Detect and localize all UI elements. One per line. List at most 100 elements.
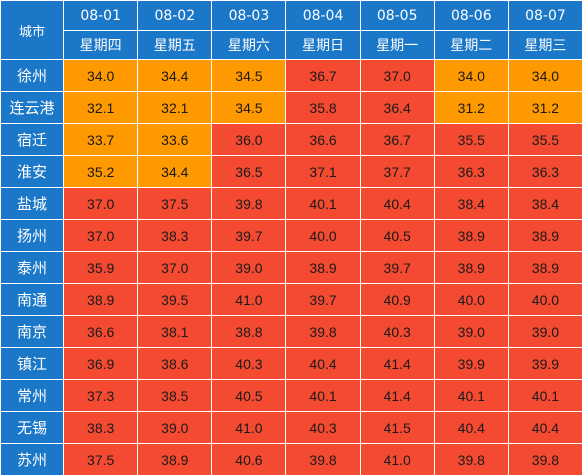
- temperature-cell: 33.7: [63, 123, 139, 156]
- table-header: 城市 08-01 08-02 08-03 08-04 08-05 08-06 0…: [0, 0, 583, 60]
- table-row: 无锡 38.3 39.0 41.0 40.3 41.5 40.4 40.4: [0, 411, 583, 444]
- temperature-cell: 34.4: [137, 59, 213, 92]
- table-row: 泰州 35.9 37.0 39.0 38.9 39.7 38.9 38.9: [0, 251, 583, 284]
- temperature-cell: 36.0: [211, 123, 287, 156]
- temperature-cell: 40.1: [433, 379, 509, 412]
- temperature-cell: 40.3: [285, 411, 361, 444]
- temperature-cell: 35.9: [63, 251, 139, 284]
- date-header: 08-07: [507, 0, 583, 31]
- table-row: 镇江 36.9 38.6 40.3 40.4 41.4 39.9 39.9: [0, 347, 583, 380]
- table-row: 徐州 34.0 34.4 34.5 36.7 37.0 34.0 34.0: [0, 59, 583, 92]
- temperature-cell: 34.0: [433, 59, 509, 92]
- temperature-cell: 31.2: [507, 91, 583, 124]
- temperature-cell: 35.8: [285, 91, 361, 124]
- temperature-cell: 40.3: [211, 347, 287, 380]
- temperature-cell: 37.0: [63, 187, 139, 220]
- temperature-cell: 40.5: [359, 219, 435, 252]
- temperature-cell: 41.4: [359, 347, 435, 380]
- table-row: 扬州 37.0 38.3 39.7 40.0 40.5 38.9 38.9: [0, 219, 583, 252]
- city-name-cell: 连云港: [0, 91, 65, 124]
- temperature-cell: 37.7: [359, 155, 435, 188]
- city-name-cell: 南通: [0, 283, 65, 316]
- temperature-cell: 38.9: [63, 283, 139, 316]
- temperature-cell: 40.4: [285, 347, 361, 380]
- temperature-cell: 39.8: [507, 443, 583, 476]
- temperature-cell: 39.7: [285, 283, 361, 316]
- temperature-cell: 37.0: [359, 59, 435, 92]
- city-name-cell: 无锡: [0, 411, 65, 444]
- city-name-cell: 镇江: [0, 347, 65, 380]
- temperature-cell: 34.0: [63, 59, 139, 92]
- table-row: 盐城 37.0 37.5 39.8 40.1 40.4 38.4 38.4: [0, 187, 583, 220]
- temperature-cell: 36.6: [63, 315, 139, 348]
- temperature-cell: 38.4: [433, 187, 509, 220]
- table-row: 苏州 37.5 38.9 40.6 39.8 41.0 39.8 39.8: [0, 443, 583, 476]
- temperature-cell: 39.8: [285, 443, 361, 476]
- temperature-cell: 40.1: [285, 187, 361, 220]
- temperature-cell: 39.0: [137, 411, 213, 444]
- table-row: 宿迁 33.7 33.6 36.0 36.6 36.7 35.5 35.5: [0, 123, 583, 156]
- temperature-cell: 40.1: [285, 379, 361, 412]
- city-name-cell: 淮安: [0, 155, 65, 188]
- temperature-cell: 36.5: [211, 155, 287, 188]
- temperature-cell: 36.3: [507, 155, 583, 188]
- weekday-header: 星期二: [433, 30, 509, 60]
- temperature-cell: 41.0: [211, 283, 287, 316]
- date-header: 08-05: [359, 0, 435, 31]
- temperature-cell: 32.1: [137, 91, 213, 124]
- temperature-cell: 36.6: [285, 123, 361, 156]
- weekday-header: 星期日: [285, 30, 361, 60]
- city-name-cell: 宿迁: [0, 123, 65, 156]
- city-name-cell: 泰州: [0, 251, 65, 284]
- temperature-cell: 37.0: [137, 251, 213, 284]
- temperature-cell: 40.4: [359, 187, 435, 220]
- city-name-cell: 南京: [0, 315, 65, 348]
- date-header-row: 城市 08-01 08-02 08-03 08-04 08-05 08-06 0…: [0, 0, 583, 60]
- city-name-cell: 苏州: [0, 443, 65, 476]
- weekday-header: 星期六: [211, 30, 287, 60]
- temperature-cell: 37.5: [137, 187, 213, 220]
- date-header: 08-03: [211, 0, 287, 31]
- temperature-cell: 35.5: [507, 123, 583, 156]
- temperature-cell: 38.9: [285, 251, 361, 284]
- temperature-cell: 40.3: [359, 315, 435, 348]
- city-name-cell: 徐州: [0, 59, 65, 92]
- temperature-cell: 34.0: [507, 59, 583, 92]
- temperature-cell: 32.1: [63, 91, 139, 124]
- temperature-cell: 36.3: [433, 155, 509, 188]
- temperature-cell: 34.5: [211, 59, 287, 92]
- date-header: 08-02: [137, 0, 213, 31]
- temperature-cell: 38.1: [137, 315, 213, 348]
- table-row: 南通 38.9 39.5 41.0 39.7 40.9 40.0 40.0: [0, 283, 583, 316]
- temperature-cell: 38.3: [137, 219, 213, 252]
- temperature-cell: 39.9: [433, 347, 509, 380]
- temperature-cell: 38.9: [433, 219, 509, 252]
- temperature-cell: 41.0: [211, 411, 287, 444]
- temperature-cell: 35.2: [63, 155, 139, 188]
- table-row: 常州 37.3 38.5 40.5 40.1 41.4 40.1 40.1: [0, 379, 583, 412]
- temperature-cell: 38.9: [507, 251, 583, 284]
- temperature-cell: 39.9: [507, 347, 583, 380]
- temperature-cell: 40.0: [507, 283, 583, 316]
- temperature-cell: 38.9: [507, 219, 583, 252]
- temperature-cell: 38.4: [507, 187, 583, 220]
- weekday-header: 星期四: [63, 30, 139, 60]
- temperature-cell: 34.5: [211, 91, 287, 124]
- temperature-cell: 39.8: [433, 443, 509, 476]
- temperature-cell: 38.9: [137, 443, 213, 476]
- temperature-cell: 40.0: [285, 219, 361, 252]
- city-name-cell: 盐城: [0, 187, 65, 220]
- temperature-cell: 38.3: [63, 411, 139, 444]
- temperature-cell: 40.4: [507, 411, 583, 444]
- weekday-header: 星期五: [137, 30, 213, 60]
- temperature-cell: 38.9: [433, 251, 509, 284]
- table-row: 淮安 35.2 34.4 36.5 37.1 37.7 36.3 36.3: [0, 155, 583, 188]
- date-header: 08-04: [285, 0, 361, 31]
- temperature-cell: 39.7: [211, 219, 287, 252]
- temperature-cell: 39.0: [211, 251, 287, 284]
- table-row: 连云港 32.1 32.1 34.5 35.8 36.4 31.2 31.2: [0, 91, 583, 124]
- temperature-cell: 38.5: [137, 379, 213, 412]
- city-column-header: 城市: [0, 0, 65, 60]
- temperature-cell: 33.6: [137, 123, 213, 156]
- table-row: 南京 36.6 38.1 38.8 39.8 40.3 39.0 39.0: [0, 315, 583, 348]
